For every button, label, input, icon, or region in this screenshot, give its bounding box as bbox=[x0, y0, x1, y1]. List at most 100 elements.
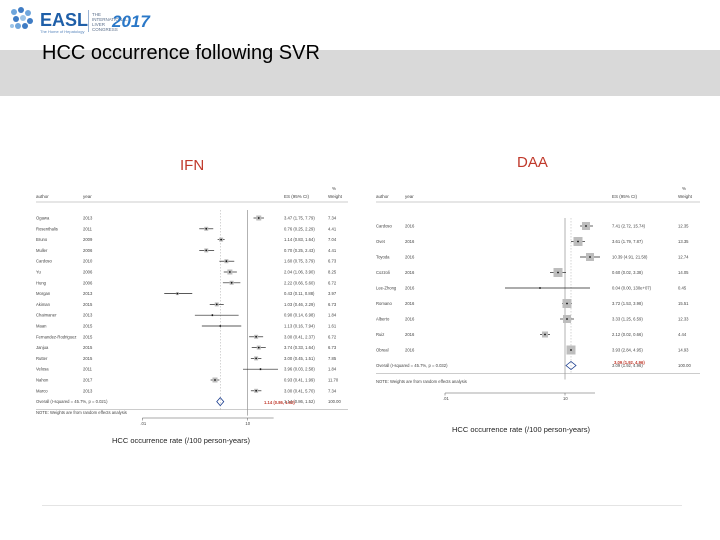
overall-es: 1.14 (0.86, 1.52) bbox=[284, 399, 315, 404]
study-weight: 14.05 bbox=[678, 270, 689, 275]
overall-result-label: 3.09 (1.92, 4.96) bbox=[614, 360, 645, 365]
congress-year: 2017 bbox=[112, 12, 150, 31]
study-author: Obreal bbox=[376, 348, 389, 353]
study-author: Ogawa bbox=[36, 216, 50, 221]
study-weight: 7.34 bbox=[328, 216, 337, 221]
study-point bbox=[230, 281, 233, 284]
study-author: Ovet bbox=[376, 239, 386, 244]
study-point bbox=[566, 302, 568, 305]
study-weight: 4.41 bbox=[328, 248, 337, 253]
study-es: 3.72 (1.53, 3.98) bbox=[612, 301, 643, 306]
study-point bbox=[211, 314, 214, 317]
study-es: 7.41 (2.72, 15.74) bbox=[612, 224, 646, 229]
study-weight: 12.74 bbox=[678, 255, 689, 260]
study-weight: 6.73 bbox=[328, 302, 337, 307]
study-point bbox=[257, 346, 260, 349]
col-header-author: author bbox=[376, 194, 389, 199]
study-point bbox=[255, 335, 258, 338]
study-year: 2016 bbox=[405, 317, 415, 322]
study-weight: 7.34 bbox=[328, 388, 337, 393]
col-header-weight: Weight bbox=[678, 194, 693, 199]
study-author: Marco bbox=[36, 388, 48, 393]
study-weight: 3.97 bbox=[328, 291, 337, 296]
study-weight: 6.73 bbox=[328, 259, 337, 264]
study-point bbox=[214, 379, 216, 381]
x-tick-label: 10 bbox=[563, 396, 568, 401]
col-header-year: year bbox=[405, 194, 414, 199]
study-weight: 6.72 bbox=[328, 334, 337, 339]
overall-result-label: 1.14 (0.86, 1.52) bbox=[264, 400, 295, 405]
study-author: Janjua bbox=[36, 345, 49, 350]
study-weight: 12.35 bbox=[678, 224, 689, 229]
study-es: 1.14 (0.83, 1.64) bbox=[284, 237, 315, 242]
study-author: Alberto bbox=[376, 317, 390, 322]
overall-es: 3.09 (1.92, 4.96) bbox=[612, 363, 643, 368]
study-point bbox=[539, 287, 541, 289]
panel-label-daa: DAA bbox=[517, 154, 548, 171]
weights-note: NOTE: Weights are from random effects an… bbox=[36, 410, 127, 415]
x-tick-label: .01 bbox=[443, 396, 449, 401]
study-year: 2016 bbox=[405, 255, 415, 260]
study-author: Akiman bbox=[36, 302, 51, 307]
study-point bbox=[205, 249, 208, 252]
study-point bbox=[585, 225, 587, 227]
study-point bbox=[215, 303, 218, 306]
study-es: 0.76 (0.25, 2.29) bbox=[284, 226, 315, 231]
logo-divider bbox=[88, 10, 89, 32]
study-es: 0.43 (0.11, 0.88) bbox=[284, 291, 315, 296]
study-weight: 1.61 bbox=[328, 324, 337, 329]
study-point bbox=[589, 256, 591, 258]
study-author: Chaimaner bbox=[36, 313, 57, 318]
forest-plot-ifn: author year ES (95% CI)% Weight Ogawa 2013 3.4… bbox=[36, 186, 348, 426]
study-author: Rutter bbox=[36, 356, 48, 361]
study-author: Toyoda bbox=[376, 255, 390, 260]
study-year: 2015 bbox=[83, 334, 93, 339]
x-tick-label: .01 bbox=[140, 421, 146, 426]
study-es: 0.93 (0.41, 1.99) bbox=[284, 378, 315, 383]
study-year: 2006 bbox=[83, 270, 93, 275]
col-header-es: ES (95% CI) bbox=[284, 194, 310, 199]
study-point bbox=[176, 292, 179, 295]
study-point bbox=[570, 349, 572, 351]
study-es: 0.60 (0.02, 3.38) bbox=[612, 270, 643, 275]
study-year: 2016 bbox=[405, 239, 415, 244]
study-es: 2.04 (1.06, 3.90) bbox=[284, 270, 315, 275]
study-point bbox=[577, 240, 579, 243]
study-author: Lee-Zhong bbox=[376, 286, 397, 291]
study-es: 10.39 (4.91, 21.58) bbox=[612, 255, 648, 260]
study-author: Morgan bbox=[36, 291, 51, 296]
study-weight: 12.33 bbox=[678, 317, 689, 322]
study-weight: 4.41 bbox=[328, 226, 337, 231]
study-weight: 6.73 bbox=[328, 345, 337, 350]
col-header-author: author bbox=[36, 194, 49, 199]
study-es: 2.22 (0.66, 5.60) bbox=[284, 280, 315, 285]
study-year: 2015 bbox=[83, 302, 93, 307]
study-point bbox=[255, 389, 258, 392]
study-year: 2013 bbox=[83, 313, 93, 318]
logo-subtitle: The Home of Hepatology bbox=[40, 29, 85, 34]
study-es: 3.47 (1.75, 7.79) bbox=[284, 216, 315, 221]
study-author: Yu bbox=[36, 270, 42, 275]
study-author: Velosa bbox=[36, 367, 49, 372]
study-year: 2013 bbox=[83, 216, 93, 221]
study-es: 1.13 (0.16, 7.94) bbox=[284, 324, 315, 329]
study-author: Fernandez-Rodriguez bbox=[36, 334, 77, 339]
x-axis-label-ifn: HCC occurrence rate (/100 person-years) bbox=[112, 436, 250, 445]
study-year: 2016 bbox=[405, 301, 415, 306]
study-author: Cardoso bbox=[376, 224, 392, 229]
page-title: HCC occurrence following SVR bbox=[42, 42, 320, 64]
study-weight: 4.44 bbox=[678, 332, 687, 337]
study-point bbox=[205, 227, 208, 230]
study-year: 2016 bbox=[405, 286, 415, 291]
study-es: 0.70 (0.25, 2.43) bbox=[284, 248, 315, 253]
study-weight: 6.72 bbox=[328, 280, 337, 285]
study-year: 2010 bbox=[83, 259, 93, 264]
panel-label-ifn: IFN bbox=[180, 157, 205, 174]
study-year: 2015 bbox=[83, 345, 93, 350]
study-author: Hung bbox=[36, 280, 47, 285]
study-weight: 8.25 bbox=[328, 270, 337, 275]
study-es: 3.96 (0.03, 2.58) bbox=[284, 367, 315, 372]
weights-note: NOTE: Weights are from random effects an… bbox=[376, 379, 467, 384]
study-year: 2013 bbox=[83, 388, 93, 393]
study-year: 2016 bbox=[405, 332, 415, 337]
